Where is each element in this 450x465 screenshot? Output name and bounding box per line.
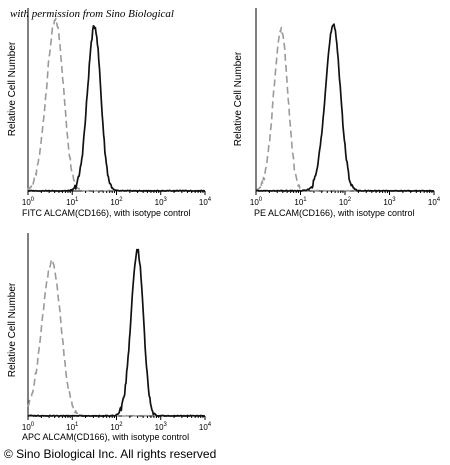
fitc-antibody-histogram xyxy=(27,25,206,192)
panel-apc: Relative Cell Number 100 101 102 103 104 APC… xyxy=(7,233,212,442)
apc-axes xyxy=(27,233,205,417)
pe-x-ticks: 100 101 102 103 104 xyxy=(250,191,441,207)
apc-plot-area xyxy=(27,248,206,417)
apc-x-tick-label: 102 xyxy=(110,422,123,432)
fitc-x-tick-label: 100 xyxy=(22,197,35,207)
apc-x-tick-label: 100 xyxy=(22,422,35,432)
fitc-isotype-histogram xyxy=(27,17,206,192)
pe-antibody-histogram xyxy=(255,23,435,192)
watermark-text: with permission from Sino Biological xyxy=(10,8,174,20)
panel-fitc: Relative Cell Number 100 101 102 103 104 FIT… xyxy=(7,8,212,218)
fitc-x-tick-label: 101 xyxy=(66,197,79,207)
pe-plot-area xyxy=(255,23,435,192)
apc-x-ticks: 100 101 102 103 104 xyxy=(22,416,212,432)
copyright-text: © Sino Biological Inc. All rights reserv… xyxy=(4,447,216,461)
apc-x-axis-label: APC ALCAM(CD166), with isotype control xyxy=(22,432,189,442)
pe-x-tick-label: 100 xyxy=(250,197,263,207)
fitc-x-ticks: 100 101 102 103 104 xyxy=(22,191,212,207)
apc-y-axis-label: Relative Cell Number xyxy=(7,282,18,377)
pe-x-tick-label: 101 xyxy=(294,197,307,207)
fitc-x-axis-label: FITC ALCAM(CD166), with isotype control xyxy=(22,208,191,218)
fitc-x-tick-label: 104 xyxy=(199,197,212,207)
fitc-x-tick-label: 102 xyxy=(110,197,123,207)
apc-x-tick-label: 101 xyxy=(66,422,79,432)
fitc-plot-area xyxy=(27,17,206,192)
pe-x-axis-label: PE ALCAM(CD166), with isotype control xyxy=(254,208,415,218)
pe-isotype-histogram xyxy=(255,26,435,192)
apc-x-tick-label: 103 xyxy=(155,422,168,432)
pe-x-tick-label: 103 xyxy=(383,197,396,207)
fitc-x-tick-label: 103 xyxy=(155,197,168,207)
pe-y-axis-label: Relative Cell Number xyxy=(233,51,244,146)
panel-pe: Relative Cell Number 100 101 102 103 104 PE … xyxy=(233,8,441,218)
pe-x-tick-label: 104 xyxy=(428,197,441,207)
pe-x-tick-label: 102 xyxy=(339,197,352,207)
fitc-y-axis-label: Relative Cell Number xyxy=(7,41,18,136)
fitc-axes xyxy=(27,8,205,192)
apc-antibody-histogram xyxy=(27,248,206,417)
apc-isotype-histogram xyxy=(27,259,206,417)
apc-x-tick-label: 104 xyxy=(199,422,212,432)
